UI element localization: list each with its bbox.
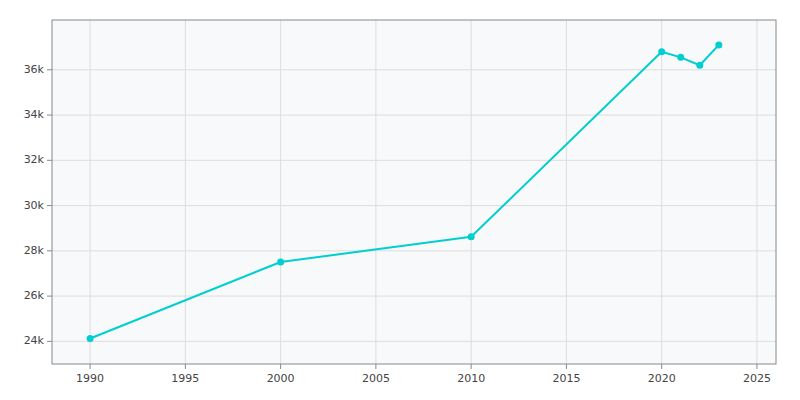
- x-tick-label: 2010: [457, 372, 485, 385]
- y-tick: [47, 115, 52, 116]
- x-tick-label: 2005: [362, 372, 390, 385]
- y-grid-line: [52, 341, 776, 342]
- x-tick-label: 2025: [743, 372, 771, 385]
- y-grid-line: [52, 250, 776, 251]
- x-tick-label: 1995: [171, 372, 199, 385]
- x-tick-label: 1990: [76, 372, 104, 385]
- x-tick-label: 2020: [648, 372, 676, 385]
- x-tick: [90, 364, 91, 369]
- x-tick: [471, 364, 472, 369]
- plot-frame: [52, 20, 776, 364]
- x-tick-label: 2015: [552, 372, 580, 385]
- y-grid-line: [52, 115, 776, 116]
- x-tick: [661, 364, 662, 369]
- y-tick: [47, 296, 52, 297]
- plot-background: [52, 20, 776, 364]
- x-grid-line: [756, 20, 757, 364]
- point-marker: [677, 54, 684, 61]
- x-grid-line: [471, 20, 472, 364]
- y-grid-line: [52, 296, 776, 297]
- point-marker: [277, 258, 284, 265]
- y-tick-label: 32k: [24, 153, 45, 166]
- x-tick-label: 2000: [267, 372, 295, 385]
- x-grid-line: [90, 20, 91, 364]
- x-tick: [375, 364, 376, 369]
- point-marker: [715, 41, 722, 48]
- y-grid-line: [52, 205, 776, 206]
- y-tick-label: 24k: [24, 334, 45, 347]
- x-tick: [280, 364, 281, 369]
- chart-container: 24k 26k 28k 30k 32k 34k 36k 1990 1995 2000 2005 201…: [0, 0, 800, 400]
- x-grid-line: [566, 20, 567, 364]
- y-grid-line: [52, 160, 776, 161]
- series-line: [90, 45, 719, 339]
- y-tick: [47, 250, 52, 251]
- point-marker: [696, 62, 703, 69]
- x-tick: [566, 364, 567, 369]
- point-marker: [658, 48, 665, 55]
- x-tick: [756, 364, 757, 369]
- y-tick-label: 34k: [24, 108, 45, 121]
- x-grid-line: [375, 20, 376, 364]
- y-tick-label: 26k: [24, 289, 45, 302]
- point-marker: [87, 335, 94, 342]
- y-tick: [47, 69, 52, 70]
- axes: 24k 26k 28k 30k 32k 34k 36k 1990 1995 2000 2005 201…: [24, 20, 776, 385]
- chart-svg: 24k 26k 28k 30k 32k 34k 36k 1990 1995 2000 2005 201…: [0, 0, 800, 400]
- x-tick: [185, 364, 186, 369]
- grid: [52, 20, 776, 364]
- x-grid-line: [661, 20, 662, 364]
- y-tick-label: 30k: [24, 199, 45, 212]
- y-tick: [47, 341, 52, 342]
- y-tick-label: 36k: [24, 63, 45, 76]
- y-tick: [47, 160, 52, 161]
- y-tick: [47, 205, 52, 206]
- x-grid-line: [185, 20, 186, 364]
- point-marker: [468, 233, 475, 240]
- y-tick-label: 28k: [24, 244, 45, 257]
- series: [87, 41, 723, 342]
- x-grid-line: [280, 20, 281, 364]
- y-grid-line: [52, 69, 776, 70]
